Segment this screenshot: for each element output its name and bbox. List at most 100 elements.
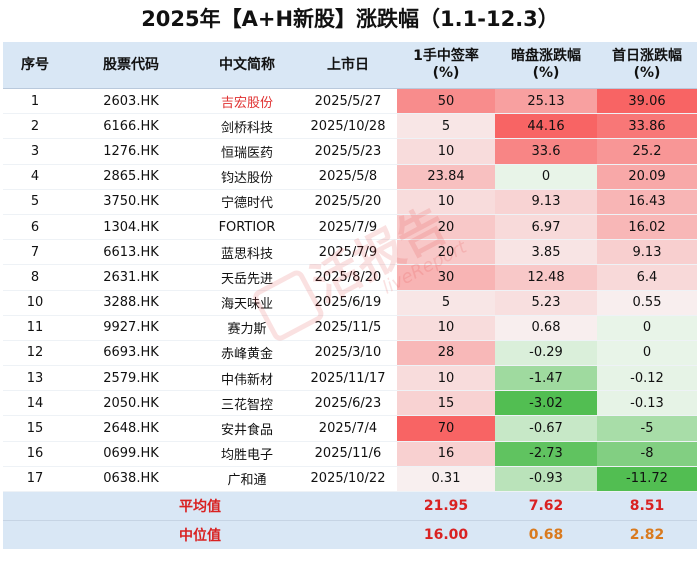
cell-listing-date: 2025/11/6 <box>299 441 397 467</box>
cell-sign-rate: 20 <box>397 239 495 266</box>
average-first-day: 8.51 <box>597 491 697 521</box>
summary-row-median: 中位值 16.00 0.68 2.82 <box>3 520 697 549</box>
table-title: 2025年【A+H新股】涨跌幅（1.1-12.3） <box>141 7 559 31</box>
cell-grey-market: -1.47 <box>495 365 597 392</box>
table-row: 17 0638.HK 广和通 2025/10/22 0.31 -0.93 -11.72 <box>3 466 697 493</box>
cell-stock-code: 0699.HK <box>67 441 195 467</box>
average-label: 平均值 <box>3 491 397 521</box>
cell-sign-rate: 10 <box>397 138 495 165</box>
col-header-sign-rate-line1: 1手中签率 <box>413 48 479 64</box>
cell-stock-name: 宁德时代 <box>195 189 299 215</box>
cell-grey-market: 5.23 <box>495 290 597 316</box>
col-header-sign-rate: 1手中签率 (%) <box>397 42 495 89</box>
cell-listing-date: 2025/3/10 <box>299 340 397 367</box>
cell-sign-rate: 28 <box>397 340 495 367</box>
col-header-first-line2: (%) <box>633 65 661 81</box>
cell-seq: 2 <box>3 113 67 140</box>
cell-sign-rate: 10 <box>397 315 495 341</box>
cell-stock-name: 赛力斯 <box>195 315 299 341</box>
table-row: 6 1304.HK FORTIOR 2025/7/9 20 6.97 16.02 <box>3 214 697 241</box>
cell-seq: 13 <box>3 365 67 392</box>
cell-listing-date: 2025/6/19 <box>299 290 397 316</box>
cell-stock-name: 钧达股份 <box>195 164 299 190</box>
cell-first-day: -5 <box>597 415 697 442</box>
average-grey-market: 7.62 <box>495 491 597 521</box>
cell-sign-rate: 0.31 <box>397 466 495 493</box>
cell-stock-name: 赤峰黄金 <box>195 340 299 367</box>
cell-stock-code: 2631.HK <box>67 264 195 291</box>
cell-first-day: 16.02 <box>597 214 697 241</box>
table-row: 13 2579.HK 中伟新材 2025/11/17 10 -1.47 -0.12 <box>3 365 697 392</box>
cell-grey-market: -3.02 <box>495 390 597 417</box>
cell-first-day: 39.06 <box>597 88 697 115</box>
table-row: 4 2865.HK 钧达股份 2025/5/8 23.84 0 20.09 <box>3 164 697 190</box>
cell-listing-date: 2025/5/23 <box>299 138 397 165</box>
median-grey-market: 0.68 <box>495 520 597 549</box>
cell-listing-date: 2025/5/20 <box>299 189 397 215</box>
cell-stock-name: 中伟新材 <box>195 365 299 392</box>
cell-grey-market: -0.67 <box>495 415 597 442</box>
cell-first-day: 6.4 <box>597 264 697 291</box>
cell-grey-market: -0.93 <box>495 466 597 493</box>
cell-sign-rate: 15 <box>397 390 495 417</box>
cell-listing-date: 2025/8/20 <box>299 264 397 291</box>
cell-stock-code: 2579.HK <box>67 365 195 392</box>
cell-stock-code: 9927.HK <box>67 315 195 341</box>
cell-first-day: 9.13 <box>597 239 697 266</box>
cell-sign-rate: 10 <box>397 365 495 392</box>
cell-first-day: -0.13 <box>597 390 697 417</box>
summary-row-average: 平均值 21.95 7.62 8.51 <box>3 491 697 521</box>
col-header-code: 股票代码 <box>67 42 195 89</box>
cell-first-day: 33.86 <box>597 113 697 140</box>
cell-seq: 7 <box>3 239 67 266</box>
cell-listing-date: 2025/7/9 <box>299 239 397 266</box>
cell-sign-rate: 10 <box>397 189 495 215</box>
ipo-performance-table: 序号 股票代码 中文简称 上市日 1手中签率 (%) 暗盘涨跌幅 (%) 首日涨… <box>3 42 697 549</box>
cell-stock-code: 2050.HK <box>67 390 195 417</box>
cell-stock-name: 恒瑞医药 <box>195 138 299 165</box>
cell-grey-market: 12.48 <box>495 264 597 291</box>
cell-stock-code: 6693.HK <box>67 340 195 367</box>
cell-sign-rate: 23.84 <box>397 164 495 190</box>
cell-stock-code: 3288.HK <box>67 290 195 316</box>
cell-listing-date: 2025/11/5 <box>299 315 397 341</box>
table-body: 1 2603.HK 吉宏股份 2025/5/27 50 25.13 39.06 2 6166.H… <box>3 88 697 493</box>
cell-grey-market: 3.85 <box>495 239 597 266</box>
cell-grey-market: 33.6 <box>495 138 597 165</box>
table-row: 8 2631.HK 天岳先进 2025/8/20 30 12.48 6.4 <box>3 264 697 291</box>
table-row: 7 6613.HK 蓝思科技 2025/7/9 20 3.85 9.13 <box>3 239 697 266</box>
table-row: 12 6693.HK 赤峰黄金 2025/3/10 28 -0.29 0 <box>3 340 697 367</box>
cell-seq: 14 <box>3 390 67 417</box>
median-sign-rate: 16.00 <box>397 520 495 549</box>
col-header-seq: 序号 <box>3 42 67 89</box>
cell-listing-date: 2025/11/17 <box>299 365 397 392</box>
cell-first-day: -0.12 <box>597 365 697 392</box>
cell-sign-rate: 70 <box>397 415 495 442</box>
cell-sign-rate: 5 <box>397 290 495 316</box>
cell-first-day: 0 <box>597 340 697 367</box>
cell-listing-date: 2025/10/22 <box>299 466 397 493</box>
cell-stock-name: 天岳先进 <box>195 264 299 291</box>
cell-stock-code: 6613.HK <box>67 239 195 266</box>
cell-first-day: 25.2 <box>597 138 697 165</box>
cell-sign-rate: 5 <box>397 113 495 140</box>
cell-stock-name: 海天味业 <box>195 290 299 316</box>
cell-seq: 16 <box>3 441 67 467</box>
cell-grey-market: 0 <box>495 164 597 190</box>
median-first-day: 2.82 <box>597 520 697 549</box>
cell-stock-code: 1304.HK <box>67 214 195 241</box>
cell-listing-date: 2025/6/23 <box>299 390 397 417</box>
table-row: 3 1276.HK 恒瑞医药 2025/5/23 10 33.6 25.2 <box>3 138 697 165</box>
cell-grey-market: 44.16 <box>495 113 597 140</box>
cell-listing-date: 2025/7/9 <box>299 214 397 241</box>
cell-grey-market: 0.68 <box>495 315 597 341</box>
col-header-grey-line1: 暗盘涨跌幅 <box>511 48 581 64</box>
table-row: 11 9927.HK 赛力斯 2025/11/5 10 0.68 0 <box>3 315 697 341</box>
cell-listing-date: 2025/5/27 <box>299 88 397 115</box>
cell-stock-code: 0638.HK <box>67 466 195 493</box>
cell-stock-name: 吉宏股份 <box>195 88 299 115</box>
cell-listing-date: 2025/10/28 <box>299 113 397 140</box>
cell-stock-name: 蓝思科技 <box>195 239 299 266</box>
cell-seq: 8 <box>3 264 67 291</box>
cell-seq: 15 <box>3 415 67 442</box>
